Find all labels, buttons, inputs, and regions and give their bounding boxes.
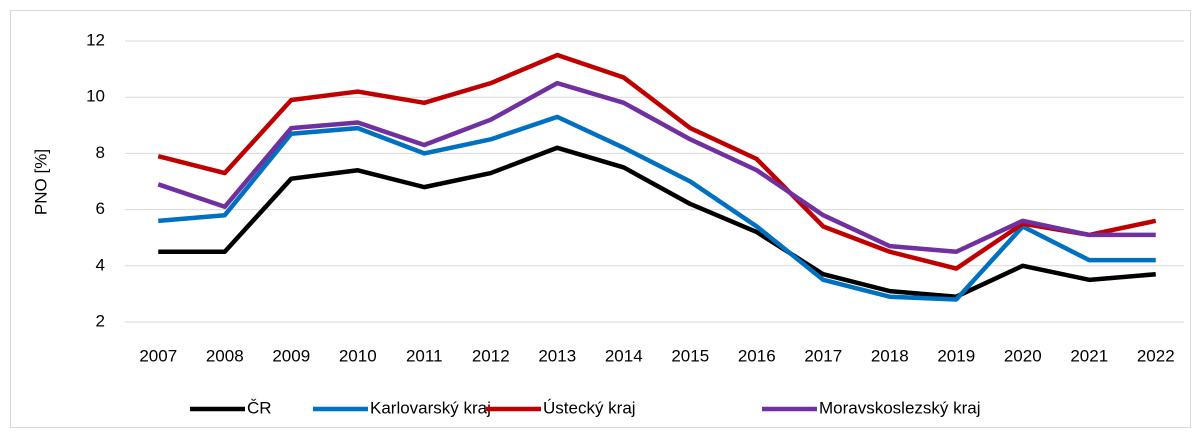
x-tick-label: 2018: [871, 346, 909, 365]
chart-frame: [10, 10, 1191, 428]
x-tick-label: 2022: [1137, 346, 1175, 365]
x-tick-label: 2020: [1004, 346, 1042, 365]
series-line: [157, 52, 1157, 271]
x-tick-label: 2010: [339, 346, 377, 365]
x-tick-label: 2011: [406, 346, 443, 365]
x-tick-label: 2016: [738, 346, 776, 365]
x-tick-label: 2008: [206, 346, 244, 365]
series-line: [157, 80, 1156, 254]
x-tick-label: 2014: [605, 346, 643, 365]
series-line: [158, 114, 1156, 302]
x-tick-label: 2015: [671, 346, 709, 365]
x-tick-label: 2012: [472, 346, 510, 365]
y-tick-label: 12: [86, 30, 105, 49]
series-line: [158, 145, 1156, 299]
y-tick-label: 6: [96, 199, 105, 218]
x-tick-label: 2019: [937, 346, 975, 365]
y-tick-label: 10: [86, 87, 105, 106]
legend-label: Moravskoslezský kraj: [819, 398, 981, 417]
x-tick-label: 2017: [804, 346, 842, 365]
legend-label: ČR: [247, 398, 272, 417]
x-tick-label: 2021: [1070, 346, 1108, 365]
y-axis-label: PNO [%]: [31, 149, 50, 215]
y-tick-label: 8: [96, 143, 105, 162]
legend-label: Ústecký kraj: [543, 398, 636, 417]
legend-label: Karlovarský kraj: [370, 398, 491, 417]
x-tick-label: 2007: [139, 346, 177, 365]
x-tick-label: 2013: [538, 346, 576, 365]
x-tick-label: 2009: [272, 346, 310, 365]
y-tick-label: 4: [96, 255, 105, 274]
y-tick-label: 2: [96, 311, 105, 330]
